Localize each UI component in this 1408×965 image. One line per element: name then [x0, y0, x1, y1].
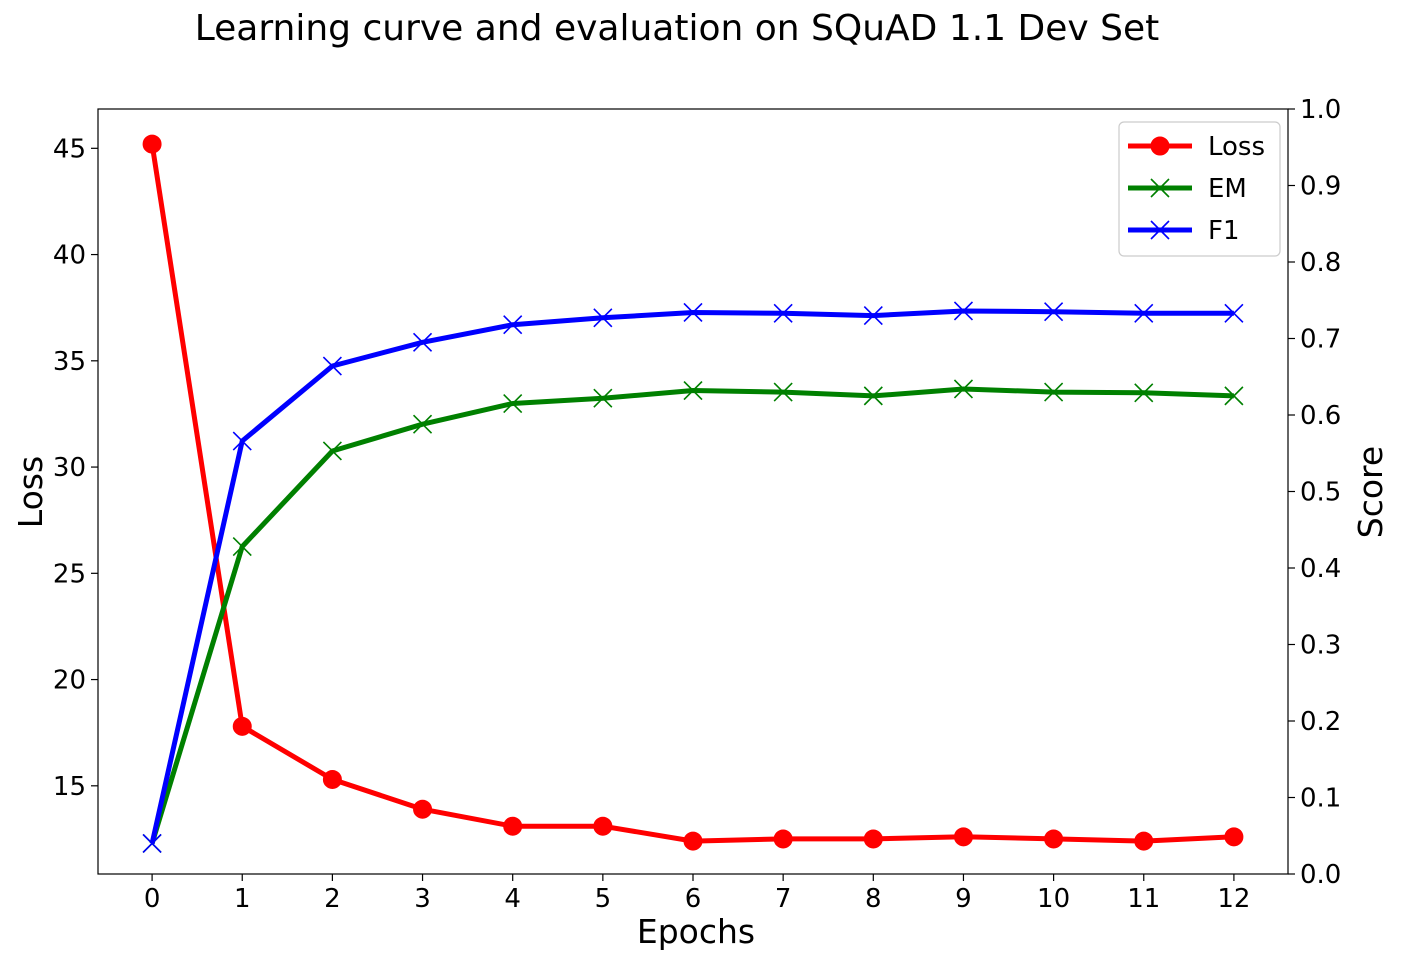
data-point-loss	[1044, 829, 1064, 849]
x-tick-label: 5	[595, 884, 612, 914]
data-point-em	[1224, 386, 1244, 406]
legend-item-loss: Loss	[1128, 132, 1265, 162]
data-point-em	[953, 379, 974, 399]
data-point-f1	[412, 332, 433, 352]
data-point-loss	[232, 716, 252, 736]
chart-title: Learning curve and evaluation on SQuAD 1…	[195, 8, 1160, 49]
data-point-f1	[863, 305, 883, 326]
data-point-em	[683, 380, 703, 401]
data-point-em	[1134, 383, 1154, 403]
data-point-loss	[413, 799, 433, 819]
legend-marker-f1	[1150, 220, 1170, 240]
x-tick-label: 4	[504, 884, 521, 914]
y-right-tick-label: 0.5	[1300, 478, 1341, 508]
data-point-f1	[322, 356, 342, 376]
data-point-loss	[1224, 827, 1244, 847]
data-point-loss	[503, 816, 523, 836]
y-right-tick-label: 0.0	[1300, 860, 1341, 890]
y-right-tick-label: 0.9	[1300, 172, 1341, 202]
data-point-f1	[232, 431, 252, 451]
y-left-tick-label: 30	[53, 453, 86, 483]
y-left-tick-label: 35	[53, 347, 86, 377]
data-point-em	[773, 382, 793, 402]
data-point-f1	[593, 308, 613, 328]
legend-label-loss: Loss	[1208, 132, 1265, 162]
data-point-f1	[773, 303, 793, 323]
x-tick-label: 3	[414, 884, 431, 914]
legend-item-em: EM	[1128, 174, 1247, 204]
y-right-tick-label: 0.7	[1300, 325, 1341, 355]
y-axis-right: 0.0 0.1 0.2 0.3 0.4 0.5 0.6 0.7 0.8 0.9 1.0	[1288, 95, 1341, 890]
x-tick-label: 7	[775, 884, 792, 914]
data-point-em	[412, 414, 433, 434]
y-right-tick-label: 0.2	[1300, 707, 1341, 737]
data-point-f1	[953, 301, 974, 321]
data-point-em	[593, 388, 613, 408]
y-left-tick-label: 40	[53, 241, 86, 271]
y-right-tick-label: 0.3	[1300, 631, 1341, 661]
data-point-em	[503, 393, 523, 414]
legend-marker-em	[1150, 178, 1170, 198]
legend-label-em: EM	[1208, 174, 1247, 204]
data-point-loss	[863, 829, 883, 849]
x-tick-label: 12	[1217, 884, 1250, 914]
x-axis-label: Epochs	[637, 912, 755, 951]
data-point-f1	[1134, 303, 1154, 323]
x-tick-label: 1	[234, 884, 251, 914]
data-point-loss	[142, 134, 162, 154]
x-tick-label: 10	[1037, 884, 1070, 914]
series-line-loss	[149, 143, 1235, 844]
data-point-f1	[503, 315, 523, 335]
data-point-loss	[593, 816, 613, 836]
x-tick-label: 9	[955, 884, 972, 914]
y-right-tick-label: 1.0	[1300, 95, 1341, 125]
data-point-f1	[1224, 303, 1244, 323]
series-em	[142, 379, 1244, 853]
series-loss	[142, 134, 1244, 851]
legend-marker-loss	[1150, 136, 1170, 156]
legend-box	[1118, 121, 1281, 257]
series-line-em	[149, 386, 1234, 845]
y-axis-left-label: Loss	[11, 456, 50, 528]
legend-item-f1: F1	[1128, 216, 1240, 246]
x-tick-label: 8	[865, 884, 882, 914]
data-point-em	[863, 386, 883, 406]
x-tick-label: 2	[324, 884, 341, 914]
data-point-em	[322, 441, 342, 461]
legend-label-f1: F1	[1208, 216, 1240, 246]
series-layer	[142, 134, 1244, 853]
data-point-em	[232, 537, 252, 557]
y-axis-right-label: Score	[1351, 446, 1390, 538]
data-point-loss	[322, 769, 342, 789]
data-point-loss	[1134, 831, 1154, 851]
x-axis: 0 1 2 3 4 5 6 7 8 9 10 11 12	[144, 874, 1250, 914]
data-point-loss	[773, 829, 793, 849]
data-point-loss	[683, 831, 703, 851]
data-point-loss	[953, 827, 973, 847]
plot-frame	[97, 108, 1289, 875]
y-left-tick-label: 15	[53, 772, 86, 802]
y-right-tick-label: 0.6	[1300, 401, 1341, 431]
data-point-f1	[683, 302, 703, 323]
x-tick-label: 6	[685, 884, 702, 914]
y-right-tick-label: 0.1	[1300, 784, 1341, 814]
y-left-tick-label: 20	[53, 666, 86, 696]
data-point-f1	[142, 833, 162, 853]
y-right-tick-label: 0.4	[1300, 554, 1341, 584]
data-point-f1	[1044, 302, 1064, 322]
x-tick-label: 11	[1127, 884, 1160, 914]
legend: Loss EM F1	[1118, 121, 1281, 257]
y-right-tick-label: 0.8	[1300, 248, 1341, 278]
y-left-tick-label: 25	[53, 559, 86, 589]
x-tick-label: 0	[144, 884, 161, 914]
y-axis-left: 15 20 25 30 35 40 45	[53, 134, 98, 802]
y-left-tick-label: 45	[53, 134, 86, 164]
data-point-em	[1044, 382, 1064, 402]
series-f1	[142, 301, 1244, 853]
